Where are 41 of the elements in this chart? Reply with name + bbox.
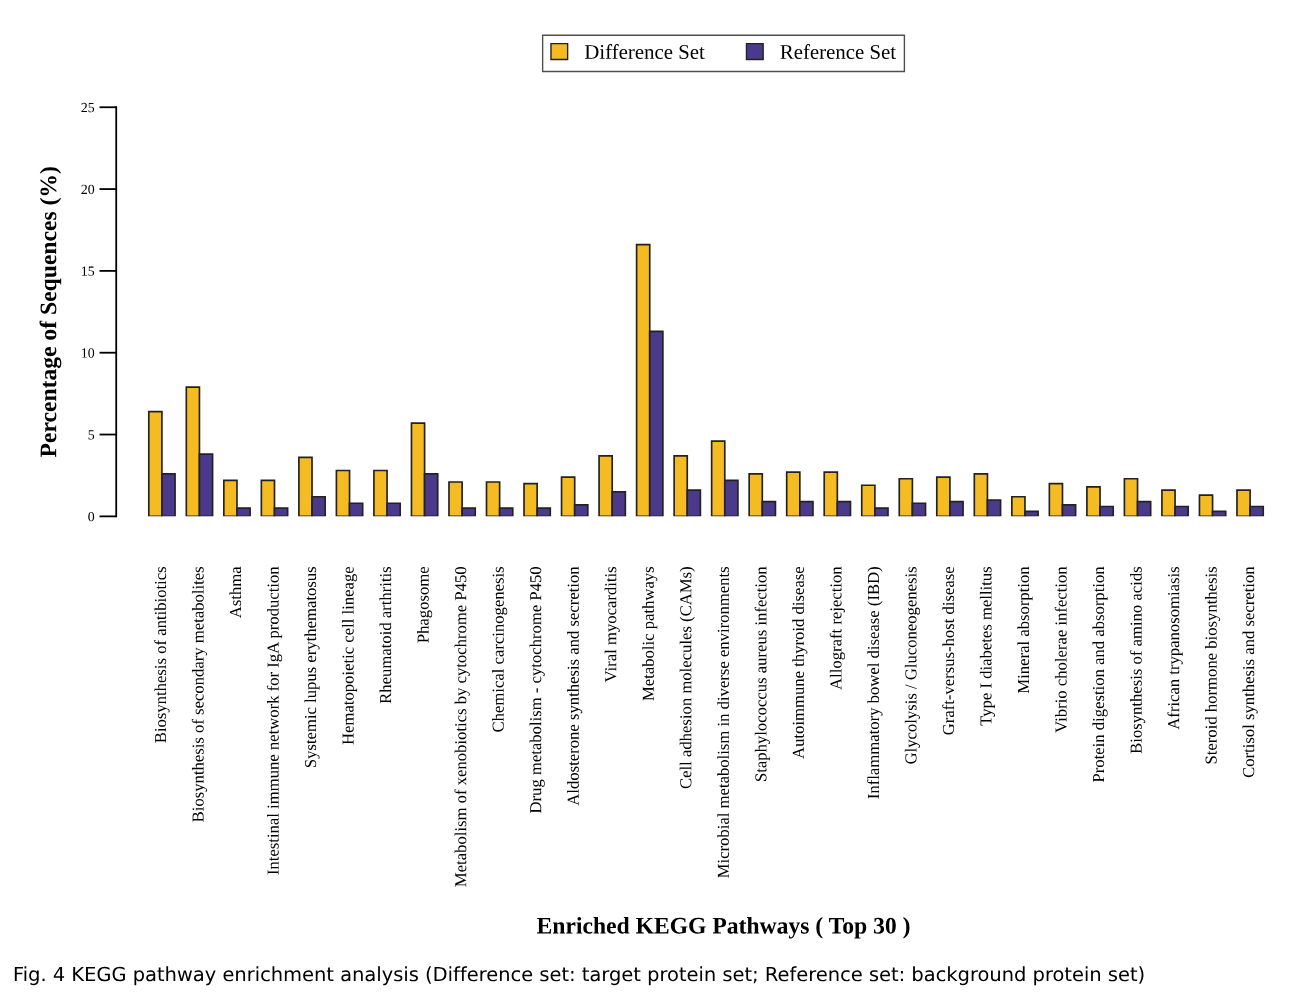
x-tick-label: Biosynthesis of secondary metabolites — [191, 566, 208, 822]
y-axis-title: Percentage of Sequences (%) — [39, 167, 62, 458]
x-tick-label: Cell adhesion molecules (CAMs) — [679, 567, 695, 789]
y-tick-label: 0 — [88, 511, 95, 522]
x-tick-label: Metabolism of xenobiotics by cytochrome P450 — [454, 567, 470, 887]
x-tick-label: Systemic lupus erythematosus — [304, 566, 320, 768]
x-axis-title: Enriched KEGG Pathways ( Top 30 ) — [536, 917, 910, 939]
x-tick-label: Rheumatoid arthritis — [379, 566, 392, 704]
x-tick-label: Inflammatory bowel disease (IBD) — [867, 567, 883, 799]
x-tick-label: Aldosterone synthesis and secretion — [567, 566, 583, 806]
legend-label: Difference Set — [584, 44, 705, 59]
x-tick-label: Staphylococcus aureus infection — [754, 566, 770, 781]
x-tick-label: Phagosome — [417, 566, 433, 643]
x-tick-label: Type I diabetes mellitus — [979, 566, 996, 726]
x-tick-label: Chemical carcinogenesis — [492, 566, 508, 732]
caption: Fig. 4 KEGG pathway enrichment analysis (Difference set: target protein set; Reference set: background protein set) — [14, 966, 1144, 986]
x-tick-label: Allograft rejection — [829, 566, 846, 690]
x-tick-label: Biosynthesis of amino acids — [1129, 566, 1146, 754]
legend-label: Reference Set — [780, 44, 896, 59]
x-tick-label: Hematopoietic cell lineage — [341, 566, 358, 745]
y-tick-label: 5 — [88, 430, 95, 440]
y-tick-label: 15 — [82, 266, 95, 276]
x-tick-label: Autoimmune thyroid disease — [792, 566, 808, 759]
x-tick-label: Viral myocarditis — [604, 566, 620, 683]
x-tick-label: Glycolysis / Gluconeogenesis — [904, 566, 920, 764]
x-tick-label: Metabolic pathways — [642, 566, 658, 701]
x-tick-label: Asthma — [229, 566, 242, 619]
x-tick-label: Steroid hormone biosynthesis — [1205, 566, 1221, 764]
x-tick-label: Drug metabolism - cytochrome P450 — [529, 567, 545, 814]
y-tick-label: 20 — [81, 184, 95, 195]
y-tick-label: 10 — [82, 348, 95, 358]
x-tick-label: Biosynthesis of antibiotics — [154, 566, 170, 743]
x-tick-label: Cortisol synthesis and secretion — [1242, 566, 1258, 778]
y-tick-label: 25 — [81, 102, 95, 113]
x-tick-label: Graft-versus-host disease — [942, 566, 955, 735]
x-tick-label: Microbial metabolism in diverse environments — [717, 566, 729, 878]
x-tick-label: Mineral absorption — [1017, 566, 1033, 694]
x-tick-label: Protein digestion and absorption — [1092, 566, 1108, 783]
x-tick-label: Vibrio cholerae infection — [1054, 566, 1067, 733]
x-tick-label: Intestinal immune network for IgA production — [266, 566, 283, 875]
x-tick-label: African trypanosomiasis — [1167, 566, 1183, 730]
